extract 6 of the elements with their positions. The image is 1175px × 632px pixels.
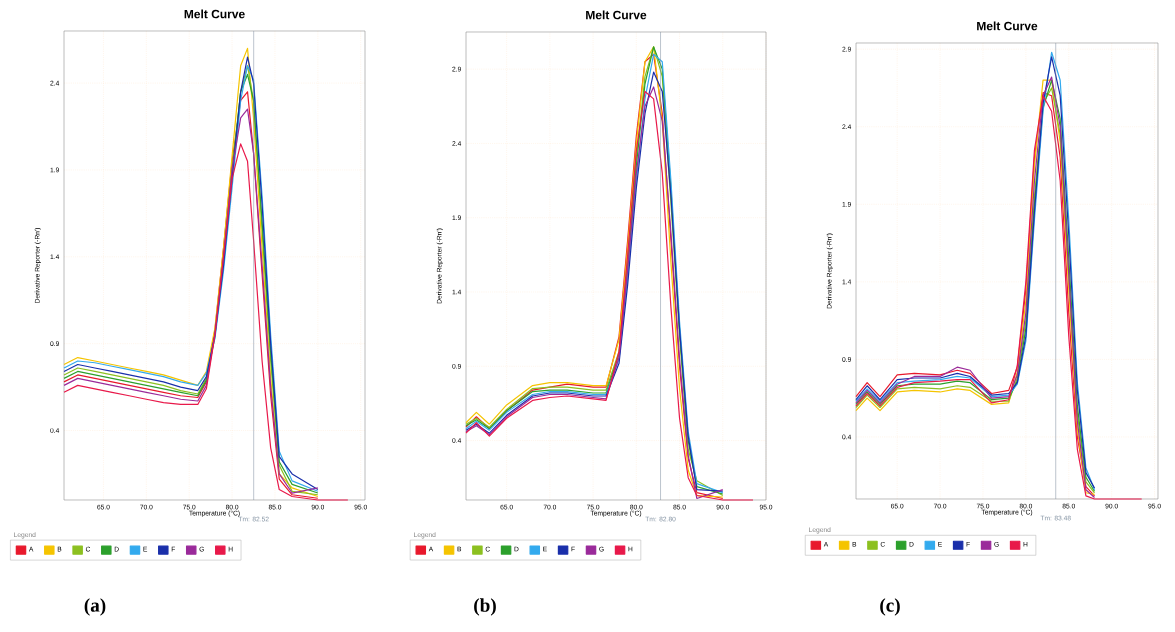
text: (c) <box>880 598 900 616</box>
text: (a) <box>84 598 106 616</box>
chart-title: Melt Curve <box>184 9 245 19</box>
chart-title: Melt Curve <box>586 10 647 20</box>
text: (b) <box>474 598 496 616</box>
chart-title: Melt Curve <box>977 21 1038 31</box>
